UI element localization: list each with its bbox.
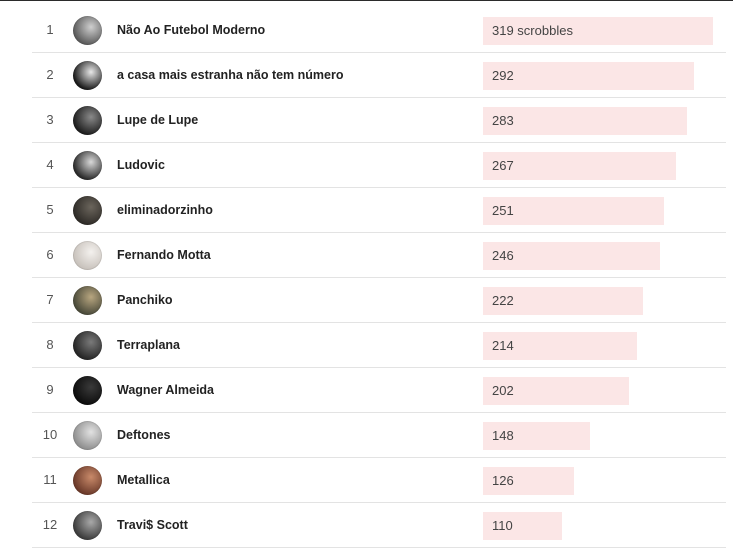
scrobble-bar: [483, 242, 660, 270]
artist-name-link[interactable]: Fernando Motta: [117, 248, 211, 262]
scrobble-count: 126: [492, 473, 514, 488]
scrobble-count: 246: [492, 248, 514, 263]
scrobble-bar-container[interactable]: 222: [483, 287, 723, 315]
scrobble-count: 283: [492, 113, 514, 128]
artist-name-link[interactable]: Metallica: [117, 473, 170, 487]
artist-avatar-icon[interactable]: [73, 421, 102, 450]
artist-name-link[interactable]: Travi$ Scott: [117, 518, 188, 532]
scrobble-bar: [483, 107, 687, 135]
chart-row[interactable]: 1 Não Ao Futebol Moderno 319 scrobbles: [32, 8, 726, 53]
chart-row[interactable]: 5 eliminadorzinho 251: [32, 188, 726, 233]
artist-name-link[interactable]: Não Ao Futebol Moderno: [117, 23, 266, 37]
scrobble-bar-container[interactable]: 126: [483, 467, 723, 495]
rank-number: 10: [42, 427, 58, 442]
scrobble-count: 251: [492, 203, 514, 218]
scrobble-count: 202: [492, 383, 514, 398]
scrobble-bar-container[interactable]: 246: [483, 242, 723, 270]
artist-avatar-icon[interactable]: [73, 106, 102, 135]
artist-name-link[interactable]: Deftones: [117, 428, 171, 442]
scrobble-bar-container[interactable]: 251: [483, 197, 723, 225]
artist-avatar-icon[interactable]: [73, 196, 102, 225]
chart-row[interactable]: 12 Travi$ Scott 110: [32, 503, 726, 548]
artist-avatar-icon[interactable]: [73, 331, 102, 360]
rank-number: 8: [46, 337, 54, 352]
artist-name-link[interactable]: Panchiko: [117, 293, 173, 307]
chart-row[interactable]: 10 Deftones 148: [32, 413, 726, 458]
artist-avatar-icon[interactable]: [73, 466, 102, 495]
scrobble-bar: [483, 467, 574, 495]
scrobble-bar: [483, 287, 643, 315]
scrobble-bar: [483, 17, 713, 45]
scrobble-count: 267: [492, 158, 514, 173]
scrobble-bar: [483, 377, 629, 405]
rank-number: 5: [46, 202, 54, 217]
chart-row[interactable]: 9 Wagner Almeida 202: [32, 368, 726, 413]
chart-row[interactable]: 11 Metallica 126: [32, 458, 726, 503]
rank-number: 9: [46, 382, 54, 397]
artist-name-link[interactable]: Ludovic: [117, 158, 165, 172]
chart-row[interactable]: 3 Lupe de Lupe 283: [32, 98, 726, 143]
artist-avatar-icon[interactable]: [73, 241, 102, 270]
rank-number: 11: [43, 472, 57, 487]
scrobble-bar-container[interactable]: 148: [483, 422, 723, 450]
chart-row[interactable]: 8 Terraplana 214: [32, 323, 726, 368]
artist-avatar-icon[interactable]: [73, 16, 102, 45]
scrobble-count: 222: [492, 293, 514, 308]
chart-row[interactable]: 2 a casa mais estranha não tem número 292: [32, 53, 726, 98]
artist-name-link[interactable]: a casa mais estranha não tem número: [117, 68, 344, 82]
rank-number: 1: [46, 22, 54, 37]
rank-number: 3: [46, 112, 54, 127]
artist-name-link[interactable]: eliminadorzinho: [117, 203, 213, 217]
chart-row[interactable]: 7 Panchiko 222: [32, 278, 726, 323]
artist-avatar-icon[interactable]: [73, 376, 102, 405]
rank-number: 6: [46, 247, 54, 262]
scrobble-bar: [483, 62, 694, 90]
scrobble-count: 110: [492, 518, 513, 533]
artist-avatar-icon[interactable]: [73, 511, 102, 540]
scrobble-bar-container[interactable]: 110: [483, 512, 723, 540]
rank-number: 2: [46, 67, 54, 82]
scrobble-count: 148: [492, 428, 514, 443]
scrobble-bar-container[interactable]: 214: [483, 332, 723, 360]
scrobble-bar-container[interactable]: 202: [483, 377, 723, 405]
scrobble-count: 292: [492, 68, 514, 83]
scrobble-bar: [483, 197, 664, 225]
artist-chart-list: 1 Não Ao Futebol Moderno 319 scrobbles 2 a c…: [32, 8, 726, 548]
rank-number: 7: [46, 292, 54, 307]
chart-row[interactable]: 6 Fernando Motta 246: [32, 233, 726, 278]
rank-number: 4: [46, 157, 54, 172]
chart-row[interactable]: 4 Ludovic 267: [32, 143, 726, 188]
artist-name-link[interactable]: Lupe de Lupe: [117, 113, 199, 127]
scrobble-bar-container[interactable]: 319 scrobbles: [483, 17, 723, 45]
scrobble-bar: [483, 332, 637, 360]
scrobble-bar-container[interactable]: 267: [483, 152, 723, 180]
scrobble-bar-container[interactable]: 283: [483, 107, 723, 135]
artist-name-link[interactable]: Terraplana: [117, 338, 180, 352]
scrobble-bar-container[interactable]: 292: [483, 62, 723, 90]
artist-avatar-icon[interactable]: [73, 151, 102, 180]
scrobble-bar: [483, 152, 676, 180]
scrobble-bar: [483, 512, 562, 540]
scrobble-bar: [483, 422, 590, 450]
scrobble-count: 214: [492, 338, 514, 353]
artist-avatar-icon[interactable]: [73, 286, 102, 315]
artist-name-link[interactable]: Wagner Almeida: [117, 383, 215, 397]
artist-avatar-icon[interactable]: [73, 61, 102, 90]
rank-number: 12: [42, 517, 58, 532]
scrobble-count: 319 scrobbles: [492, 23, 573, 38]
